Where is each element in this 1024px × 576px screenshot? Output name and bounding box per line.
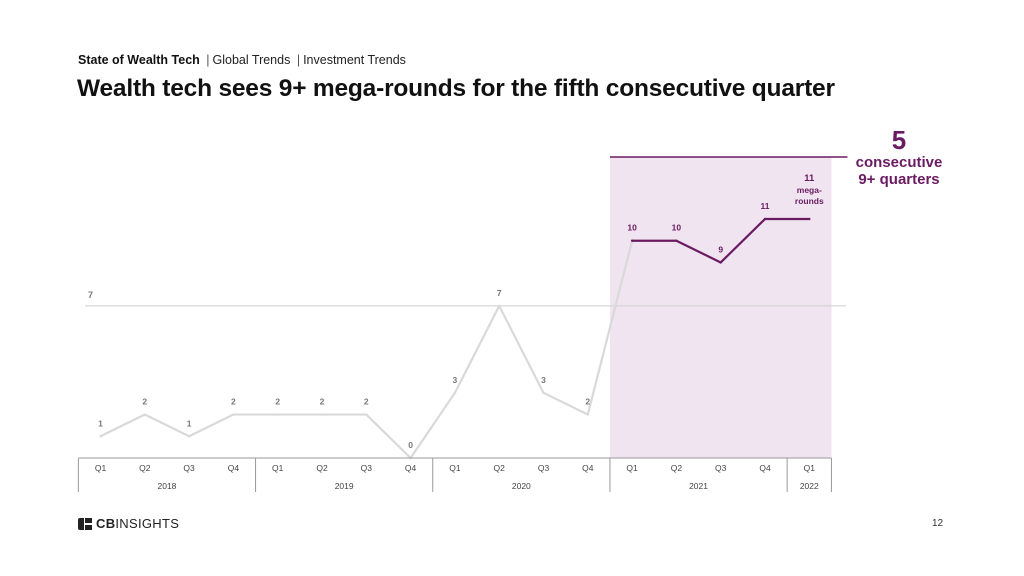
data-label: 7 [497,288,502,298]
x-tick-label: Q4 [582,463,594,473]
year-label: 2021 [689,481,708,491]
callout-line-2: 9+ quarters [858,171,940,188]
x-tick-label: Q1 [272,463,284,473]
breadcrumb: State of Wealth Tech | Global Trends | Inv… [78,53,406,67]
x-tick-label: Q1 [804,463,816,473]
data-label: 1 [98,418,103,428]
x-tick-label: Q2 [671,463,683,473]
data-label: 11 [761,201,770,211]
data-label: 10 [672,223,682,233]
report-name: State of Wealth Tech [78,53,200,67]
data-label: 0 [408,440,413,450]
data-label: 2 [275,397,280,407]
x-tick-label: Q3 [538,463,550,473]
data-point [232,413,235,416]
data-label: 2 [364,397,369,407]
breadcrumb-item-global-trends: Global Trends [212,53,291,67]
data-label: 10 [627,223,637,233]
data-point [808,217,811,221]
x-tick-label: Q4 [759,463,771,473]
series-line-prior [100,240,634,460]
data-label: 2 [320,397,325,407]
x-tick-label: Q1 [626,463,638,473]
reference-line-label: 7 [88,290,93,300]
x-tick-label: Q4 [228,463,240,473]
breadcrumb-separator: | [296,53,301,67]
callout-line-1: consecutive [855,154,943,171]
x-tick-label: Q3 [715,463,727,473]
data-point [276,413,279,416]
year-label: 2020 [512,481,531,491]
data-point [630,239,634,242]
year-label: 2018 [157,481,176,491]
data-point [542,391,545,395]
x-tick-label: Q3 [183,463,195,473]
year-label: 2022 [800,481,819,491]
x-tick-label: Q2 [139,463,151,473]
data-label: 2 [585,397,590,407]
data-label: 2 [231,397,236,407]
page-number: 12 [932,518,944,529]
breadcrumb-separator: | [206,53,210,67]
data-point [763,217,767,221]
data-label: 11 [804,173,815,184]
data-label: 2 [142,397,147,407]
data-point [586,413,589,416]
consecutive-quarters-callout: 5 consecutive 9+ quarters [846,126,952,188]
x-tick-label: Q1 [95,463,107,473]
callout-number: 5 [891,125,907,155]
x-tick-label: Q3 [361,463,373,473]
data-point [187,435,191,438]
page-title: Wealth tech sees 9+ mega-rounds for the … [77,75,835,102]
data-point [99,435,102,438]
data-label: 9 [718,244,723,254]
data-point [453,391,457,395]
data-label: 1 [187,418,192,428]
data-point [675,239,678,242]
cb-insights-logo-icon [78,517,92,530]
x-tick-label: Q2 [494,463,506,473]
x-tick-label: Q1 [449,463,461,473]
x-tick-label: Q2 [316,463,328,473]
x-tick-label: Q4 [405,463,417,473]
year-label: 2019 [335,481,354,491]
highlight-band [609,157,832,458]
cb-insights-logo-text: CBINSIGHTS [96,516,180,531]
data-label: 3 [541,375,546,385]
data-point [320,413,324,416]
data-label: 3 [453,375,458,385]
data-point [143,413,146,416]
cb-insights-logo: CBINSIGHTS [78,516,179,531]
data-point [365,413,368,416]
last-point-annotation: mega- [797,185,822,195]
last-point-annotation: rounds [795,196,824,206]
breadcrumb-item-investment-trends: Investment Trends [303,53,406,67]
data-point [498,304,501,308]
data-point [719,261,722,264]
